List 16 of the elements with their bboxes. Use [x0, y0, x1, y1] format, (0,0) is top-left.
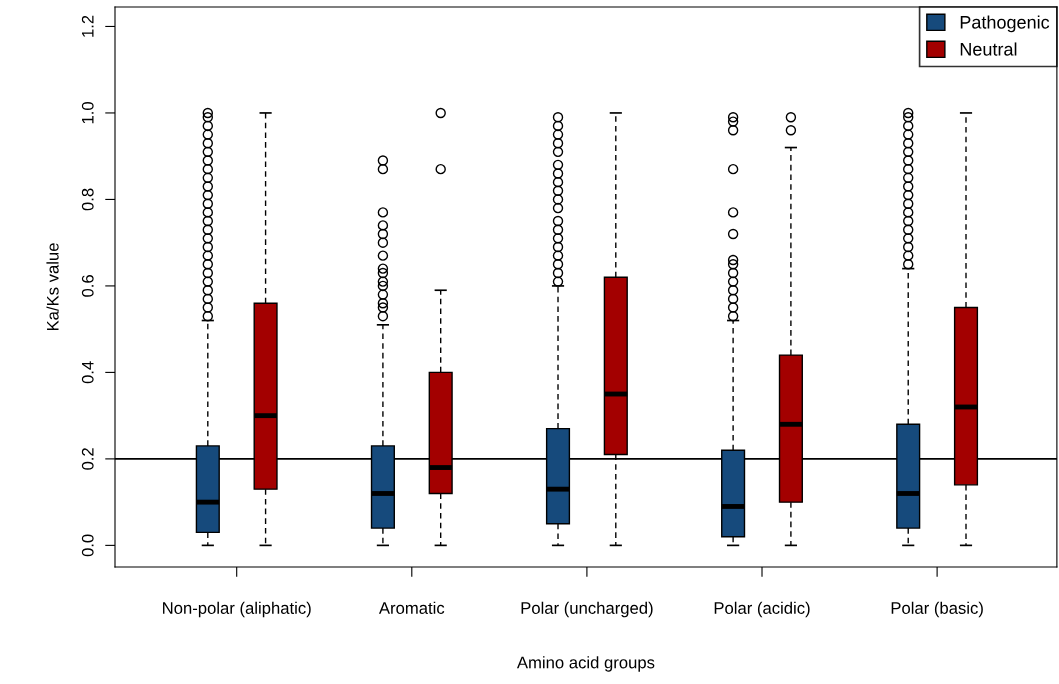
x-tick-label: Aromatic — [378, 601, 445, 614]
x-tick-label: Polar (acidic) — [714, 601, 810, 618]
y-tick-label: 0.2 — [81, 448, 94, 470]
y-tick-label: 0.0 — [81, 534, 94, 557]
y-tick-label: 0.8 — [81, 188, 94, 211]
legend-label: Neutral — [960, 42, 1017, 56]
y-tick-label: 1.0 — [81, 102, 94, 124]
y-tick-label: 0.4 — [81, 361, 94, 384]
x-tick-label: Polar (uncharged) — [521, 601, 653, 618]
legend-label: Pathogenic — [960, 15, 1050, 33]
x-tick-label: Polar (basic) — [891, 601, 983, 618]
y-tick-label: 0.6 — [81, 275, 94, 297]
y-axis-title: Ka/Ks value — [46, 243, 59, 331]
x-tick-label: Non-polar (aliphatic) — [163, 601, 311, 618]
y-tick-label: 1.2 — [81, 15, 94, 37]
x-axis-title: Amino acid groups — [516, 656, 655, 672]
